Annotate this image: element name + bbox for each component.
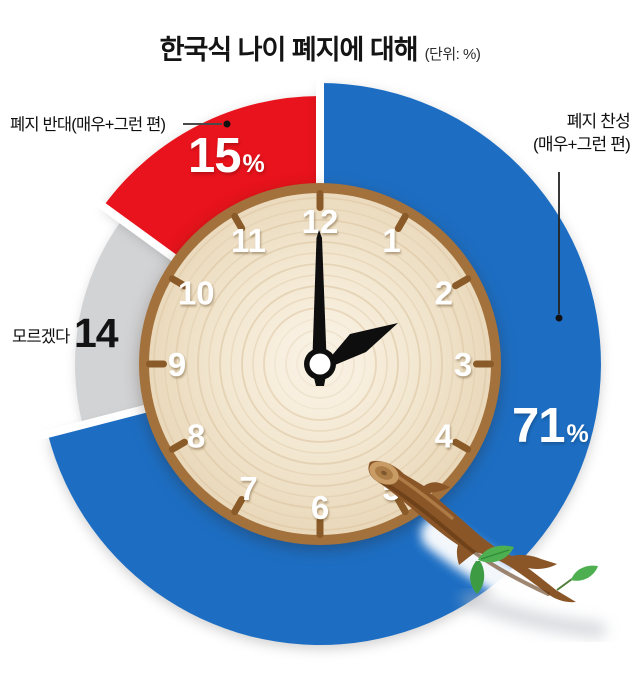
clock-number-6: 6 (311, 489, 329, 526)
favor-value-percent-sign: % (566, 420, 589, 448)
clock-number-2: 2 (435, 275, 453, 312)
favor-value: 71% (512, 398, 589, 454)
minute-hand (312, 230, 327, 386)
hand-pivot-center (309, 353, 331, 375)
clock-number-1: 1 (382, 222, 400, 259)
oppose-label: 폐지 반대(매우+그런 편) (10, 116, 166, 134)
unit-note: (단위: %) (424, 46, 481, 63)
clock-number-7: 7 (239, 470, 257, 507)
clock-number-8: 8 (187, 418, 205, 455)
clock-number-10: 10 (178, 275, 215, 312)
hour-hand (318, 323, 398, 372)
unknown-label: 모르겠다 (12, 328, 70, 346)
leaf-3-stem (556, 578, 573, 591)
clock-number-3: 3 (454, 346, 472, 383)
page-title: 한국식 나이 폐지에 대해 (159, 35, 419, 65)
branch-cut-end (369, 461, 399, 485)
oppose-value-percent-sign: % (242, 150, 265, 178)
leaf-3 (571, 565, 598, 581)
branch-ground-shadow (462, 592, 606, 638)
callouts (183, 120, 563, 322)
oppose-value-number: 15 (188, 129, 242, 183)
leaf-2 (470, 561, 485, 594)
oppose-value: 15% (188, 128, 265, 184)
branch-illustration (368, 460, 606, 638)
favor-label-line2: (매우+그런 편) (533, 135, 631, 154)
clock-ticks (146, 190, 494, 538)
clock-numerals: 12 1 2 3 4 5 6 7 8 9 10 11 (168, 203, 472, 526)
oppose-callout-dot (223, 120, 231, 128)
branch-white-glow (421, 517, 602, 635)
favor-label: 폐지 찬성 (매우+그런 편) (472, 110, 631, 156)
favor-callout-dot (555, 314, 563, 322)
branch-body (368, 460, 576, 603)
unknown-value: 14 (74, 310, 119, 356)
clock-number-11: 11 (231, 222, 266, 259)
title-block: 한국식 나이 폐지에 대해 (단위: %) (0, 28, 640, 67)
clock-number-4: 4 (435, 418, 454, 455)
branch-underside-shade (380, 480, 550, 596)
clock-illustration: 12 1 2 3 4 5 6 7 8 9 10 11 (139, 183, 501, 545)
clock-number-9: 9 (168, 346, 186, 383)
favor-value-number: 71 (512, 399, 566, 453)
leaf-1-vein (480, 549, 510, 560)
favor-label-line1: 폐지 찬성 (566, 112, 631, 131)
